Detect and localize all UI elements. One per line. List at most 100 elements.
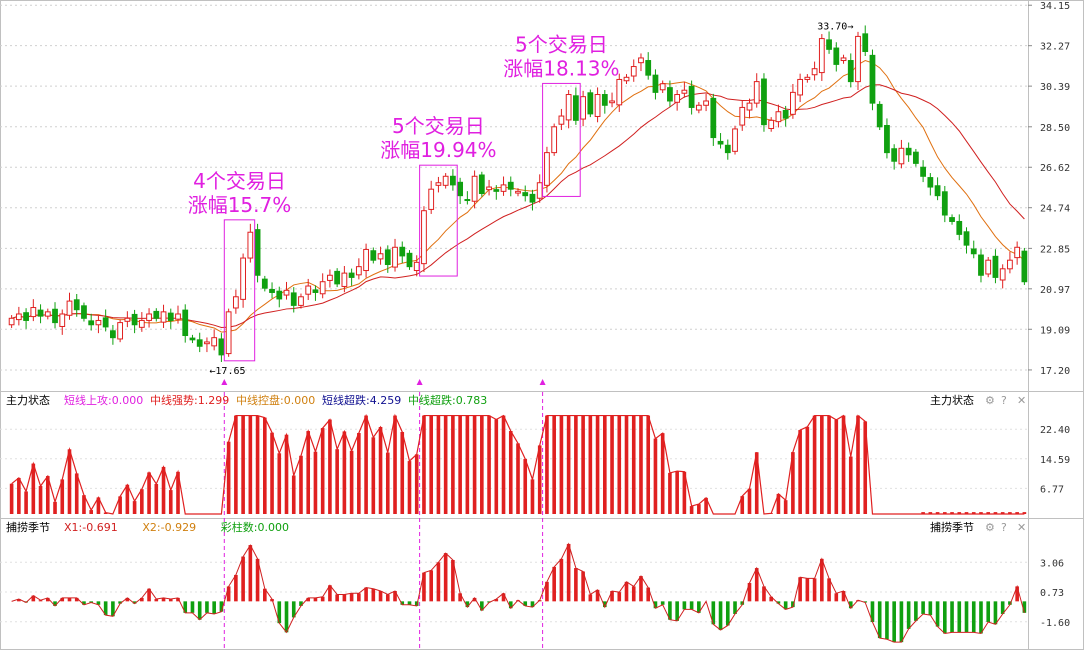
candle-body [833,47,840,65]
season-bar [465,601,470,608]
season-bar [60,597,65,602]
candle-body [392,246,398,268]
season-bar [595,589,600,602]
season-bar [885,601,889,640]
season-bar [1015,586,1019,602]
indicator-bar [38,486,43,514]
candle-body [695,104,702,111]
indicator-bar [234,415,238,514]
candle-body [81,305,87,319]
indicator-bar [697,504,701,514]
season-bar [205,601,209,613]
help-icon[interactable]: ? [1001,394,1007,407]
season-bar [299,601,303,606]
indicator-bar [574,415,578,514]
annotation-title: 5个交易日 [392,114,485,138]
season-bar [870,601,875,623]
indicator-name-right: 捕捞季节 [930,520,974,534]
candle-body [790,91,796,115]
season-bar [277,601,282,624]
candle-body [167,312,174,321]
season-bar [545,581,549,602]
candle-body [37,309,44,317]
gear-icon[interactable]: ⚙ [985,521,995,534]
indicator-bar [863,421,868,514]
candle-body [826,39,832,50]
season-bar [494,599,499,602]
season-bar [646,587,651,602]
season-bar [422,572,426,602]
candle-body [261,278,268,289]
sub-indicator-panel: 捕捞季节 X1:-0.691 X2:-0.929 彩柱数:0.000 捕捞季节 ⚙? ✕ 3.… [0,520,1070,643]
candle-body [536,182,543,199]
indicator-tick-label: -1.60 [1040,618,1070,629]
season-bar [812,578,817,602]
indicator-bar [53,501,57,514]
season-bar [653,601,658,609]
season-bar [436,562,441,602]
indicator-bar [24,491,28,514]
indicator-bar [617,415,622,514]
indicator-bar [89,510,93,514]
indicator-bar [646,415,651,514]
season-bar [668,601,672,620]
gear-icon[interactable]: ⚙ [985,394,995,407]
indicator-value: 短线上攻:0.000 [64,393,143,407]
season-bar [711,601,716,625]
candle-body [88,320,95,326]
candle-body [667,87,673,102]
indicator-bar [414,454,419,514]
candle-body [905,147,912,156]
season-bar [407,601,412,605]
season-bar [820,558,824,602]
season-bar [552,566,556,602]
candle-body [746,102,753,111]
indicator-bar [834,419,839,514]
season-bar [603,601,607,608]
indicator-bar [530,479,535,514]
season-bar [574,568,578,602]
indicator-bar [299,455,303,514]
indicator-bar [545,415,549,514]
candle-body [312,289,319,293]
candle-body [377,253,384,260]
candle-body [681,89,688,94]
candle-body [876,103,883,128]
season-bar [863,601,868,603]
indicator-bar [342,431,347,514]
candle-body [471,175,478,202]
season-bar [848,601,853,609]
indicator-bar [603,415,607,514]
indicator-bar [537,445,542,514]
indicator-bar [993,512,998,514]
candle-body [131,313,138,326]
season-bar [429,570,433,602]
candle-body [862,33,869,52]
candle-body [739,106,746,126]
season-bar [241,556,245,602]
candle-body [435,182,442,186]
indicator-bar [241,415,245,514]
indicator-bar [508,431,513,514]
indicator-bar [480,415,484,514]
season-bar [631,586,636,602]
candle-body [572,95,579,121]
candle-body [399,246,406,257]
indicator-bar [1022,512,1027,514]
candle-body [934,185,941,197]
close-icon[interactable]: ✕ [1017,394,1026,407]
season-bar [1022,601,1027,613]
candle-body [761,78,767,126]
candle-body [970,248,977,255]
main-indicator-panel: 主力状态 短线上攻:0.000 中线强势:1.299 中线控盘:0.000 短线超跌:4… [0,393,1070,515]
indicator-bar [552,415,556,514]
season-bar [378,591,383,602]
indicator-bar [675,471,679,514]
indicator-name: 捕捞季节 [6,520,50,534]
help-icon[interactable]: ? [1001,521,1007,534]
candle-body [384,249,391,266]
close-icon[interactable]: ✕ [1017,521,1026,534]
candle-body [869,54,876,104]
season-bar [480,601,484,611]
indicator-value: 中线强势:1.299 [150,393,229,407]
